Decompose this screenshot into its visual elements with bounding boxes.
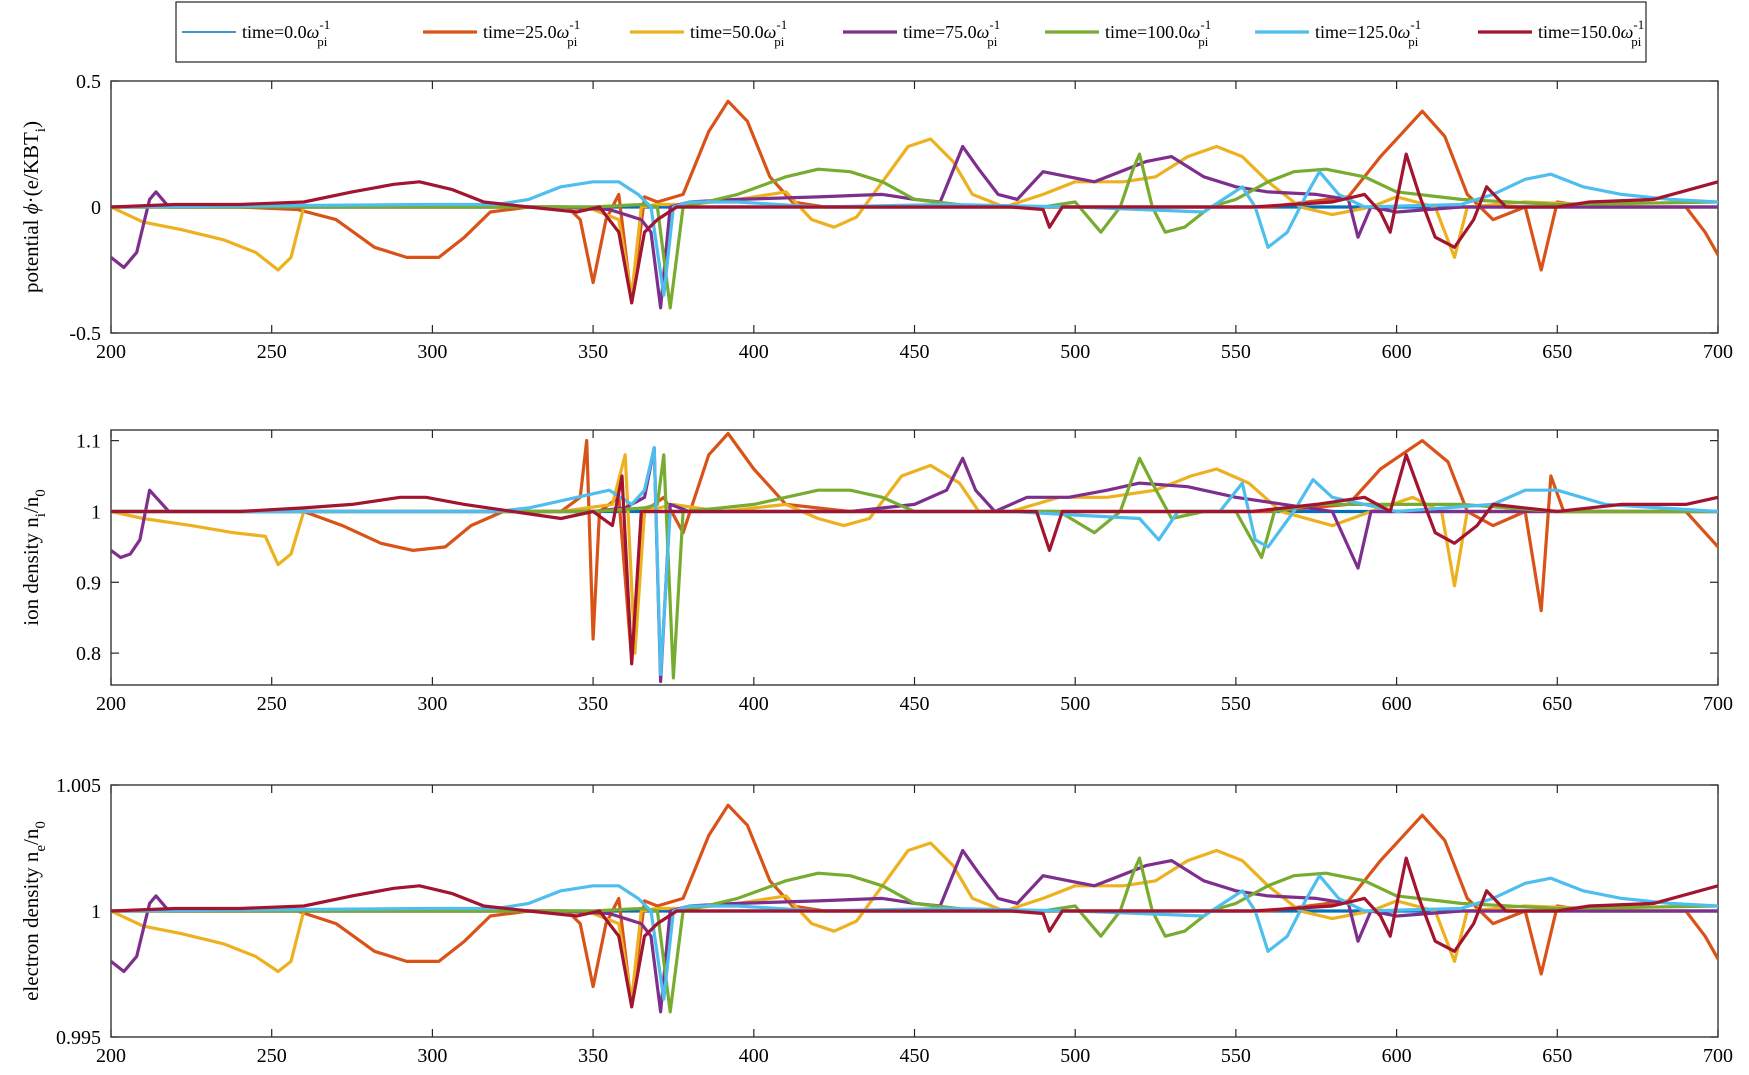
x-tick-label: 250: [257, 1045, 287, 1067]
series-line-125.0: [111, 874, 1718, 1001]
x-tick-label: 700: [1703, 341, 1733, 363]
x-tick-label: 600: [1382, 341, 1412, 363]
series-line-150.0: [111, 453, 1718, 666]
y-tick-label: 0.8: [76, 643, 101, 665]
x-tick-label: 700: [1703, 1045, 1733, 1067]
panel-potential: 200 250 300 350 400 450 500 550 600 650 700 0.5 0 -0.…: [19, 71, 1733, 363]
x-tick-label: 200: [96, 693, 126, 715]
x-tick-label: 500: [1060, 1045, 1090, 1067]
x-tick-label: 500: [1060, 341, 1090, 363]
y-tick-label: 0.995: [56, 1027, 101, 1049]
x-tick-label: 200: [96, 341, 126, 363]
legend-entry-label: time=100.0ω-1 pi: [1105, 17, 1211, 49]
y-tick-label: 0: [91, 197, 101, 219]
x-tick-label: 600: [1382, 1045, 1412, 1067]
x-tick-label: 350: [578, 1045, 608, 1067]
legend-box: [175, 1, 1647, 63]
legend-entry-label: time=50.0ω-1 pi: [690, 17, 787, 49]
series-line-125.0: [111, 170, 1718, 297]
x-tick-label: 550: [1221, 1045, 1251, 1067]
y-axis-label: electron density ne/n0: [19, 821, 49, 1001]
legend-entry-label: time=25.0ω-1 pi: [483, 17, 580, 49]
x-tick-label: 300: [417, 341, 447, 363]
y-axis-label: potential ϕ·(e/KBTi): [19, 121, 49, 293]
series-line-125.0: [111, 446, 1718, 676]
x-tick-label: 200: [96, 1045, 126, 1067]
series-line-25.0: [111, 803, 1718, 1009]
x-tick-label: 650: [1542, 1045, 1572, 1067]
series-group: [111, 803, 1718, 1014]
series-line-100.0: [111, 152, 1718, 310]
x-tick-label: 300: [417, 1045, 447, 1067]
legend-entry-label: time=125.0ω-1 pi: [1315, 17, 1421, 49]
series-line-150.0: [111, 152, 1718, 305]
series-line-150.0: [111, 856, 1718, 1009]
series-line-100.0: [111, 856, 1718, 1014]
x-tick-label: 450: [900, 693, 930, 715]
x-tick-label: 350: [578, 693, 608, 715]
x-tick-label: 300: [417, 693, 447, 715]
series-group: [111, 99, 1718, 310]
y-tick-label: -0.5: [69, 323, 101, 345]
y-axis-label: ion density ni/n0: [19, 489, 49, 626]
legend-entry-label: time=75.0ω-1 pi: [903, 17, 1000, 49]
series-line-25.0: [111, 99, 1718, 305]
legend-entry-label: time=0.0ω-1 pi: [242, 17, 330, 49]
panel-electron-density: 200 250 300 350 400 450 500 550 600 650 700 1.005 1 0…: [19, 775, 1733, 1067]
series-group: [111, 431, 1718, 684]
x-tick-label: 650: [1542, 341, 1572, 363]
y-tick-label: 1: [91, 901, 101, 923]
panel-ion-density: 200 250 300 350 400 450 500 550 600 650 700 1.1 1 0.9…: [19, 429, 1733, 715]
series-line-25.0: [111, 431, 1718, 662]
x-tick-label: 350: [578, 341, 608, 363]
x-tick-label: 250: [257, 693, 287, 715]
y-tick-label: 0.5: [76, 71, 101, 93]
x-tick-label: 400: [739, 693, 769, 715]
x-tick-label: 400: [739, 341, 769, 363]
y-tick-label: 1.1: [76, 431, 101, 453]
y-tick-label: 1: [91, 501, 101, 523]
y-tick-label: 0.9: [76, 572, 101, 594]
x-tick-label: 500: [1060, 693, 1090, 715]
x-tick-label: 450: [900, 1045, 930, 1067]
x-tick-label: 450: [900, 341, 930, 363]
y-tick-label: 1.005: [56, 775, 101, 797]
legend-entry-label: time=150.0ω-1 pi: [1538, 17, 1644, 49]
x-tick-label: 700: [1703, 693, 1733, 715]
x-tick-label: 550: [1221, 341, 1251, 363]
x-tick-label: 550: [1221, 693, 1251, 715]
x-tick-label: 400: [739, 1045, 769, 1067]
axes-frame: [110, 429, 1719, 686]
x-tick-label: 600: [1382, 693, 1412, 715]
x-tick-label: 250: [257, 341, 287, 363]
x-tick-label: 650: [1542, 693, 1572, 715]
